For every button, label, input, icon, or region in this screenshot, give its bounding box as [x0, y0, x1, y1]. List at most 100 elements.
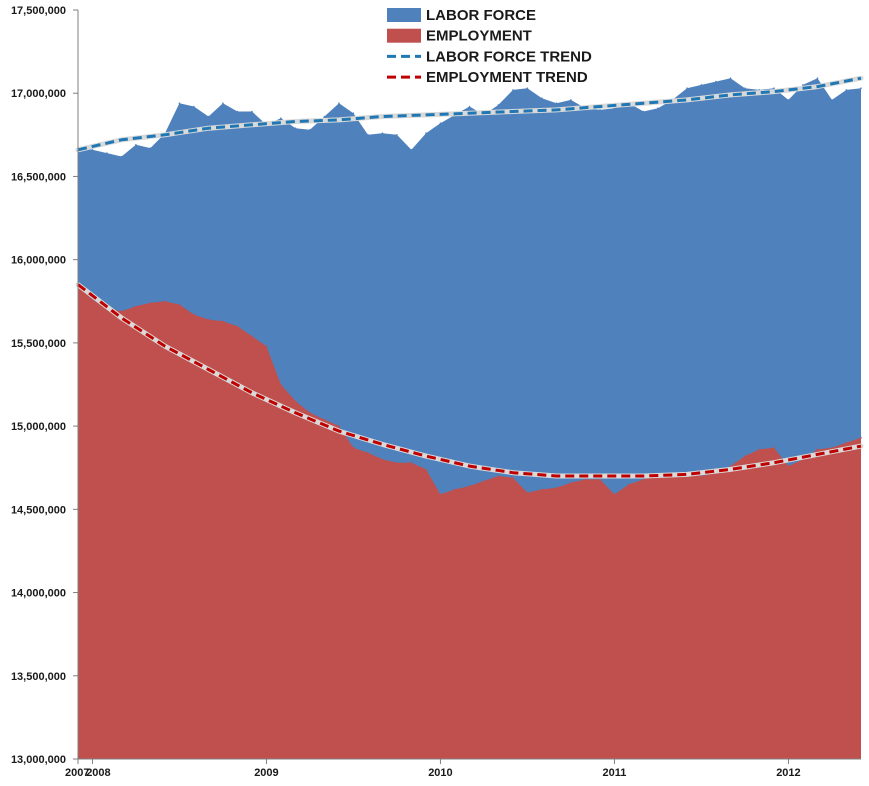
employment-point	[512, 476, 514, 479]
legend-swatch	[387, 28, 421, 43]
employment-point	[483, 480, 485, 482]
employment-point	[454, 488, 456, 491]
employment-point	[236, 325, 239, 328]
legend-item-employment: EMPLOYMENT	[387, 28, 532, 45]
x-tick-label: 2007	[65, 767, 89, 779]
y-tick-label: 16,500,000	[11, 171, 66, 183]
employment-point	[860, 437, 862, 439]
plot-areas	[77, 77, 862, 759]
labor-force-point	[178, 102, 181, 104]
labor-force-point	[381, 132, 384, 134]
y-axis-ticks: 13,000,000 13,500,000 14,000,000 14,500,000…	[11, 5, 78, 766]
employment-point	[570, 481, 572, 484]
employment-point	[497, 475, 500, 477]
employment-point	[222, 320, 224, 323]
employment-point	[207, 318, 210, 321]
labor-force-point	[323, 115, 326, 118]
employment-point	[599, 478, 601, 481]
labor-force-point	[541, 97, 543, 99]
labor-force-point	[512, 89, 514, 91]
labor-force-point	[497, 104, 500, 106]
y-tick-label: 15,000,000	[11, 421, 66, 433]
employment-point	[845, 442, 848, 444]
labor-force-point	[106, 152, 108, 154]
labor-force-point	[787, 99, 790, 101]
labor-force-point	[410, 149, 413, 151]
labor-force-point	[555, 102, 558, 104]
x-tick-label: 2010	[428, 767, 452, 779]
legend-label: LABOR FORCE TREND	[426, 48, 592, 65]
legend-label: LABOR FORCE	[426, 7, 536, 24]
labor-force-point	[425, 132, 427, 134]
labor-force-point	[686, 87, 688, 89]
employment-trend-line	[77, 283, 862, 478]
labor-force-point	[91, 149, 94, 151]
employment-point	[628, 483, 630, 486]
labor-force-point	[715, 80, 717, 83]
labor-force-point	[120, 155, 123, 158]
employment-point	[352, 446, 355, 449]
employment-point	[541, 488, 543, 491]
legend-item-labor-force-trend: LABOR FORCE TREND	[387, 48, 592, 65]
labor-force-point	[642, 110, 645, 113]
x-tick-label: 2009	[254, 767, 278, 779]
labor-force-point	[135, 144, 137, 146]
labor-force-point	[845, 89, 848, 91]
employment-point	[555, 486, 558, 489]
labor-force-point	[700, 84, 703, 86]
y-tick-label: 14,000,000	[11, 588, 66, 600]
legend-item-employment-trend: EMPLOYMENT TREND	[387, 69, 588, 86]
employment-point	[787, 465, 790, 467]
employment-point	[120, 310, 123, 313]
labor-force-point	[744, 87, 746, 89]
employment-point	[773, 446, 775, 449]
axes: 13,000,000 13,500,000 14,000,000 14,500,000…	[11, 5, 861, 779]
employment-point	[700, 475, 703, 477]
labor-force-point	[396, 134, 398, 136]
y-tick-label: 13,000,000	[11, 754, 66, 766]
employment-point	[642, 478, 645, 481]
labor-force-point	[251, 110, 253, 113]
employment-point	[613, 493, 616, 496]
trend-lines	[75, 75, 864, 479]
employment-point	[367, 451, 369, 454]
employment-point	[396, 461, 398, 464]
employment-point	[149, 302, 152, 304]
labor-force-trend-line	[77, 76, 862, 152]
employment-point	[729, 465, 732, 467]
y-tick-label: 17,000,000	[11, 88, 66, 100]
employment-point	[744, 455, 746, 457]
employment-point	[584, 478, 587, 481]
employment-point	[816, 448, 819, 451]
labor-force-point	[149, 147, 152, 149]
labor-force-point	[309, 129, 311, 131]
employment-point	[381, 458, 384, 461]
labor-force-point	[294, 127, 297, 129]
legend-label: EMPLOYMENT TREND	[426, 69, 588, 86]
labor-force-point	[729, 77, 732, 79]
labor-force-point	[222, 102, 224, 104]
employment-point	[439, 493, 442, 496]
labor-force-point	[236, 110, 239, 113]
legend-item-labor-force: LABOR FORCE	[387, 7, 536, 24]
labor-force-point	[570, 99, 572, 101]
employment-point	[164, 300, 166, 303]
employment-point	[425, 468, 427, 471]
employment-point	[265, 345, 268, 348]
labor-force-point	[599, 109, 601, 111]
employment-point	[468, 485, 471, 487]
labor-force-point	[338, 102, 340, 104]
employment-point	[178, 303, 181, 306]
labor-force-point	[802, 84, 804, 86]
employment-point	[251, 335, 253, 338]
legend-swatch	[387, 8, 421, 22]
labor-force-point	[439, 122, 442, 124]
labor-force-point	[831, 99, 833, 101]
employment-point	[831, 446, 833, 449]
labor-force-point	[367, 134, 369, 136]
employment-point	[758, 448, 761, 451]
legend: LABOR FORCE EMPLOYMENT LABOR FORCE TREND EM…	[387, 7, 592, 86]
x-tick-label: 2008	[86, 767, 110, 779]
